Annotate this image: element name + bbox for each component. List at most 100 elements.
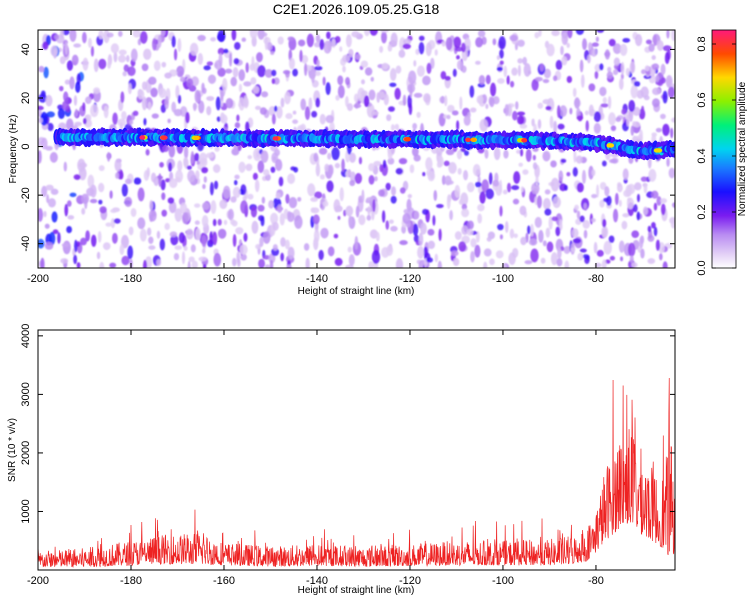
noise-blob bbox=[616, 183, 623, 193]
noise-blob bbox=[310, 207, 316, 213]
noise-blob bbox=[59, 85, 64, 92]
noise-blob bbox=[71, 54, 79, 66]
noise-blob bbox=[390, 225, 398, 232]
noise-blob bbox=[651, 55, 656, 60]
noise-blob bbox=[185, 111, 190, 124]
noise-blob bbox=[464, 37, 471, 51]
noise-blob bbox=[544, 208, 552, 216]
noise-blob bbox=[381, 31, 387, 44]
noise-blob bbox=[318, 147, 328, 155]
noise-blob bbox=[672, 202, 675, 208]
noise-blob bbox=[382, 159, 387, 169]
noise-blob bbox=[342, 54, 351, 63]
noise-blob bbox=[670, 127, 674, 139]
noise-blob bbox=[546, 241, 554, 253]
noise-blob bbox=[60, 258, 69, 264]
noise-blob bbox=[271, 247, 280, 257]
noise-blob bbox=[387, 44, 393, 52]
y-tick-label: 1000 bbox=[20, 499, 32, 523]
noise-blob bbox=[557, 247, 562, 259]
noise-blob bbox=[97, 231, 102, 243]
noise-blob bbox=[601, 259, 607, 268]
noise-blob bbox=[201, 82, 205, 94]
noise-blob bbox=[271, 113, 276, 125]
noise-blob bbox=[223, 48, 229, 54]
noise-blob bbox=[591, 42, 599, 47]
noise-blob bbox=[256, 52, 263, 63]
noise-blob bbox=[620, 61, 625, 76]
noise-blob bbox=[660, 203, 666, 216]
noise-blob bbox=[588, 104, 594, 117]
colorbar-label: Normalized spectral amplitude bbox=[737, 81, 748, 216]
noise-blob bbox=[300, 55, 309, 64]
noise-blob bbox=[433, 189, 438, 201]
noise-blob bbox=[272, 244, 278, 251]
noise-blob bbox=[252, 85, 260, 94]
noise-blob bbox=[98, 199, 103, 205]
noise-blob bbox=[232, 67, 239, 78]
noise-blob bbox=[250, 77, 257, 85]
noise-blob bbox=[81, 193, 90, 204]
noise-blob bbox=[418, 35, 425, 41]
noise-blob bbox=[315, 34, 321, 43]
noise-blob bbox=[634, 34, 643, 47]
noise-blob bbox=[274, 148, 281, 157]
noise-blob bbox=[445, 148, 455, 156]
y-tick-label: 3000 bbox=[20, 382, 32, 406]
noise-blob bbox=[483, 248, 492, 257]
noise-blob bbox=[337, 84, 345, 99]
noise-blob bbox=[52, 229, 59, 235]
noise-blob bbox=[98, 165, 105, 172]
noise-blob bbox=[66, 60, 74, 71]
noise-blob bbox=[402, 43, 411, 50]
noise-blob bbox=[149, 199, 154, 211]
noise-blob bbox=[361, 189, 365, 204]
noise-blob bbox=[449, 210, 453, 221]
noise-blob bbox=[347, 246, 352, 253]
noise-blob bbox=[368, 175, 375, 185]
noise-blob bbox=[506, 182, 512, 193]
noise-blob bbox=[175, 169, 184, 183]
heatmap-y-ticks: 40 20 0 -20 -40 bbox=[20, 43, 675, 252]
noise-blob bbox=[118, 49, 127, 56]
noise-blob bbox=[610, 125, 617, 132]
noise-blob bbox=[444, 95, 448, 107]
noise-blob bbox=[280, 237, 286, 247]
noise-blob bbox=[141, 96, 147, 111]
noise-blob bbox=[319, 113, 326, 125]
noise-blob bbox=[90, 46, 95, 57]
noise-blob bbox=[247, 155, 253, 160]
noise-blob bbox=[160, 179, 166, 191]
noise-blob bbox=[395, 258, 404, 268]
noise-blob bbox=[485, 188, 494, 200]
noise-blob bbox=[220, 89, 224, 102]
noise-blob bbox=[461, 208, 470, 218]
noise-blob bbox=[394, 87, 401, 100]
noise-blob bbox=[364, 67, 373, 76]
noise-blob bbox=[532, 162, 538, 170]
noise-blob bbox=[626, 197, 635, 210]
noise-blob bbox=[586, 54, 591, 64]
noise-blob bbox=[368, 261, 374, 268]
noise-blob bbox=[262, 169, 270, 176]
noise-blob bbox=[413, 154, 421, 162]
noise-blob bbox=[260, 216, 265, 227]
noise-blob bbox=[385, 220, 390, 230]
noise-blob bbox=[196, 160, 201, 166]
noise-blob bbox=[217, 47, 225, 56]
noise-blob bbox=[173, 48, 178, 61]
noise-blob bbox=[488, 172, 493, 185]
snr-x-axis-label: Height of straight line (km) bbox=[298, 585, 415, 596]
noise-blob bbox=[66, 225, 73, 234]
noise-blob bbox=[326, 31, 331, 40]
noise-blob bbox=[314, 65, 323, 71]
noise-blob bbox=[560, 45, 564, 56]
noise-blob bbox=[233, 179, 238, 186]
noise-blob bbox=[213, 252, 222, 267]
noise-blob bbox=[662, 261, 668, 268]
noise-blob bbox=[159, 161, 164, 168]
snr-y-ticks: 4000 3000 2000 1000 bbox=[20, 324, 675, 524]
noise-blob bbox=[214, 59, 223, 70]
noise-blob bbox=[331, 146, 340, 161]
noise-blob bbox=[292, 110, 297, 115]
